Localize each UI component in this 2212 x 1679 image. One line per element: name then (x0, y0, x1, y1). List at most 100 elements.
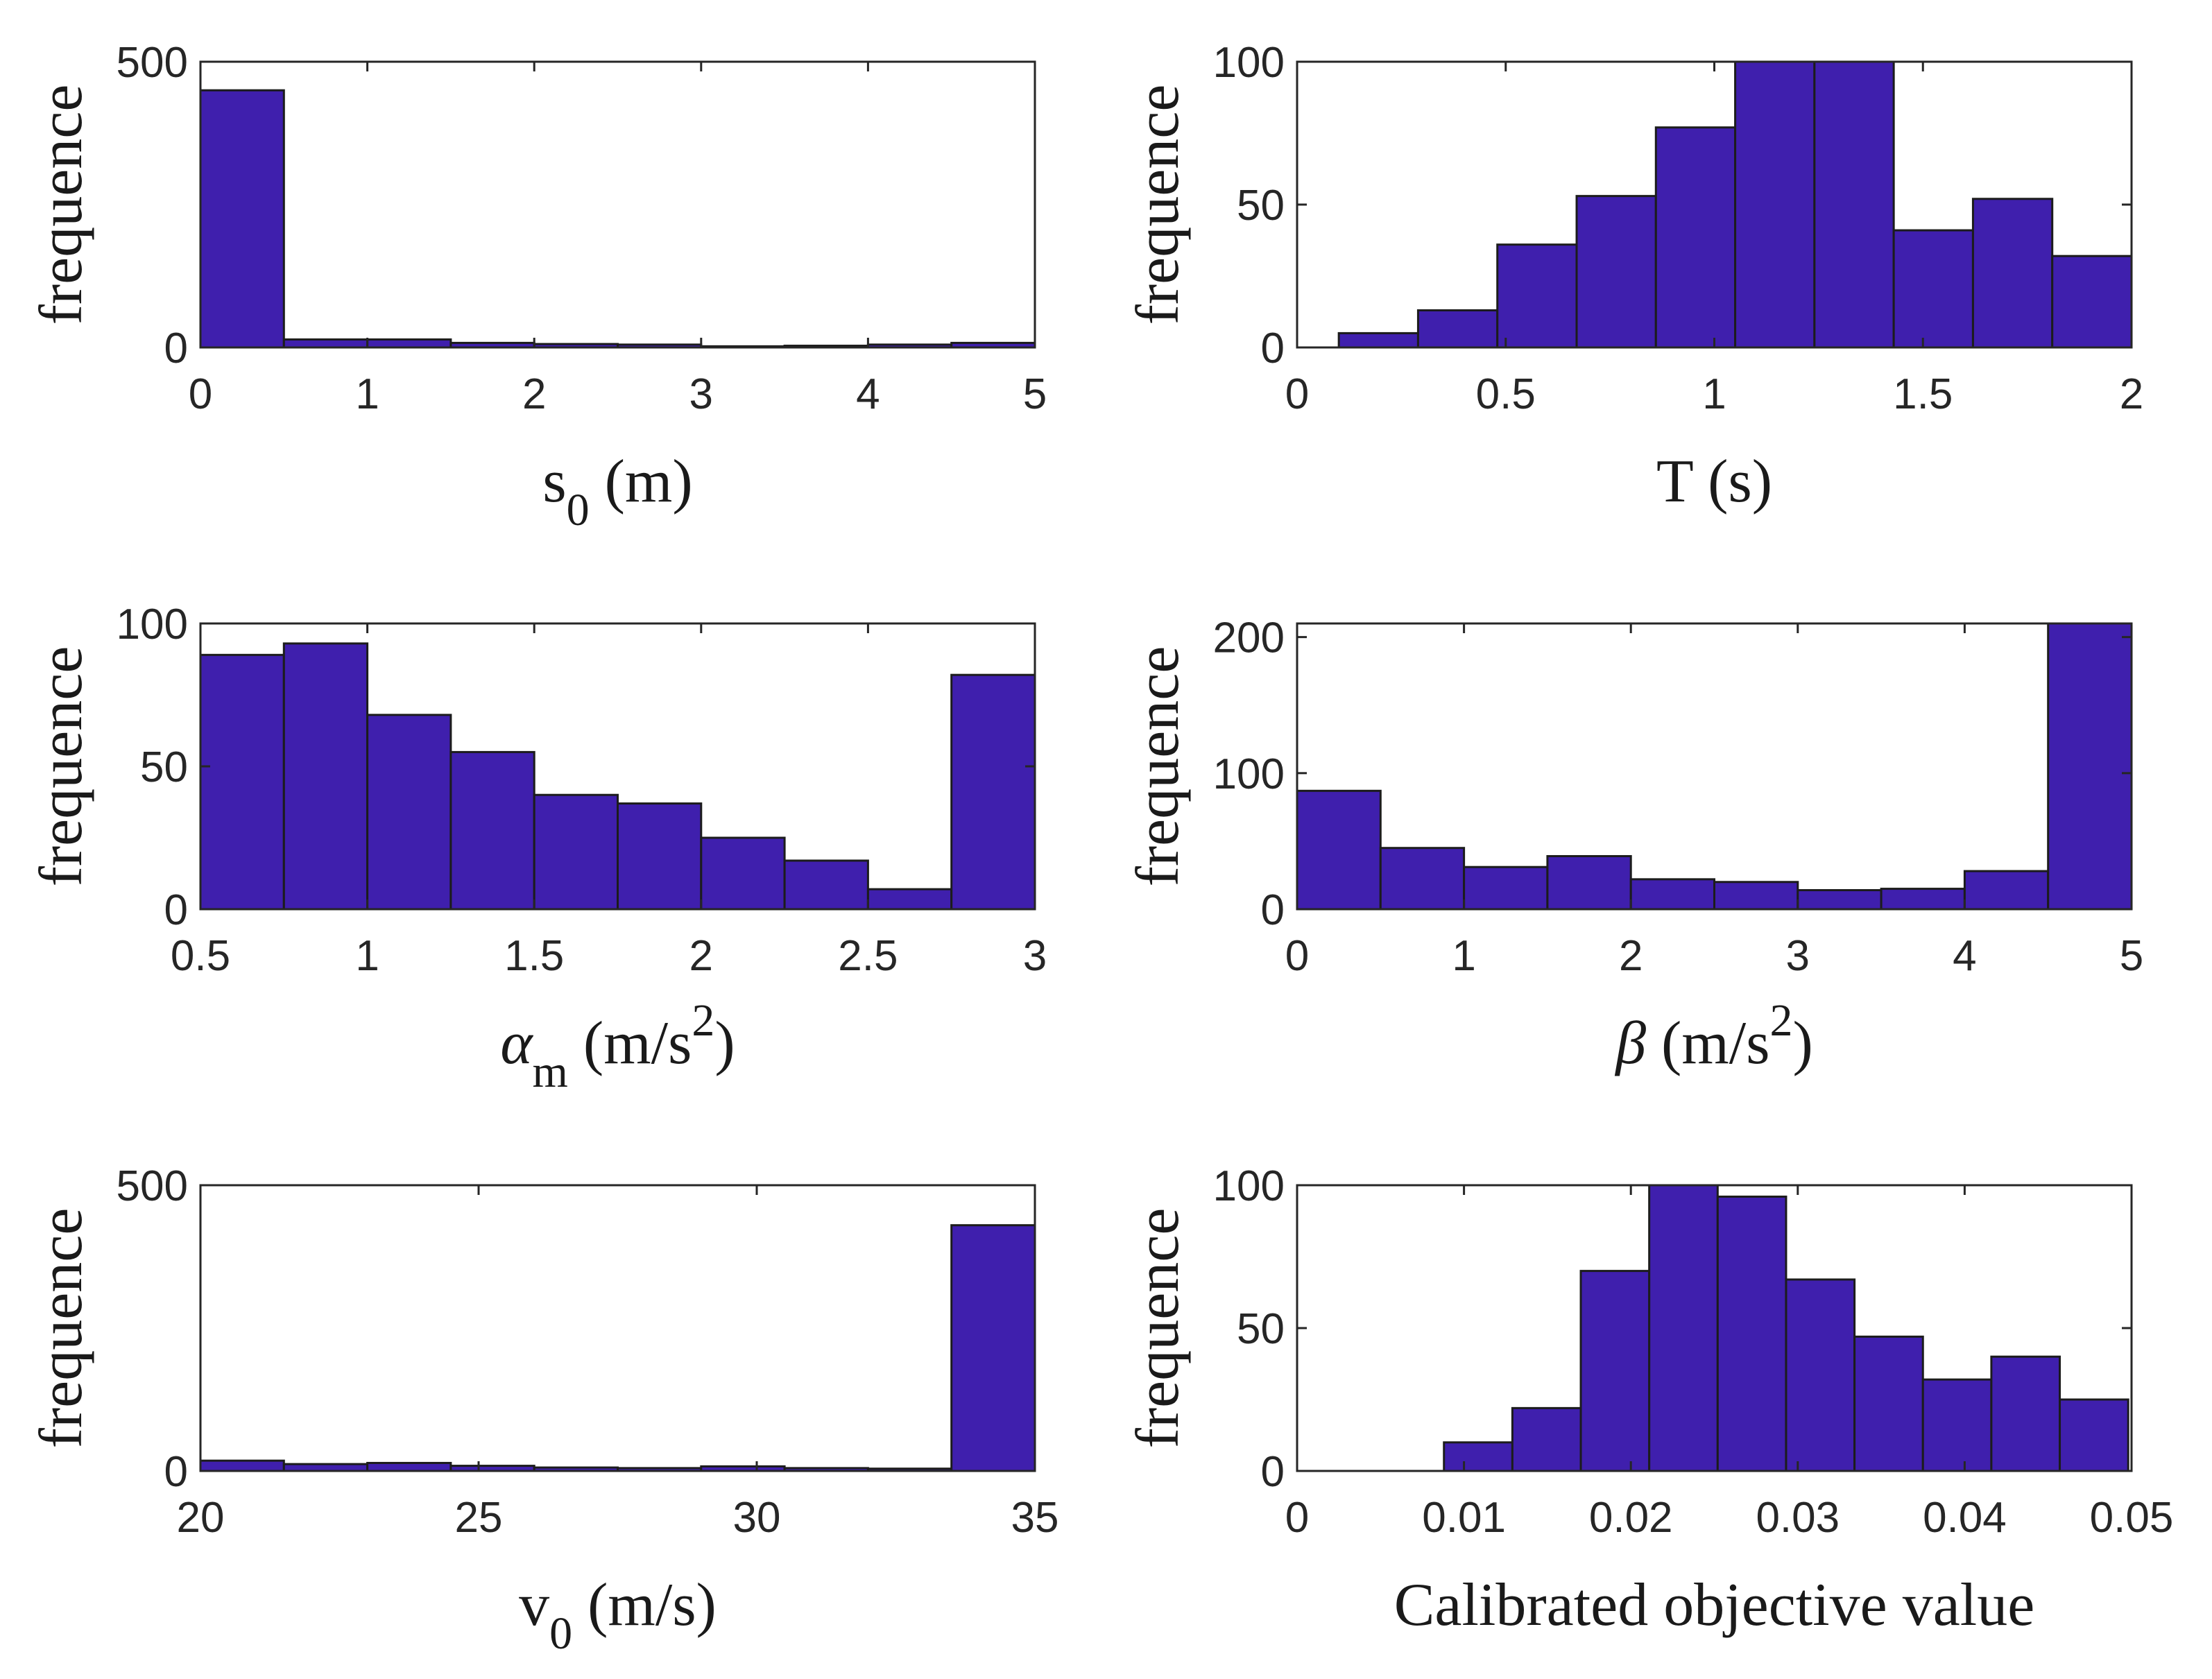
xtick-label-T-1: 0.5 (1476, 370, 1536, 418)
xlabel-T: T (s) (1656, 448, 1772, 515)
bar-T-8 (1971, 198, 2054, 349)
xtick-label-s0-5: 5 (1023, 370, 1047, 418)
bar-objective-2 (1579, 1270, 1651, 1472)
panel-alpha_m: 0.5 1 1.5 2 2.5 3 0 50 100 frequence αm​ (m/s2​) (28, 601, 1047, 1097)
xtick-label-objective-0: 0 (1285, 1494, 1309, 1542)
ytick-label-objective-1: 50 (1237, 1305, 1285, 1353)
panel-beta: 0 1 2 3 4 5 0 100 200 frequence β (m/s2​) (1124, 614, 2143, 1077)
bar-objective-9 (2059, 1398, 2129, 1472)
xtick-label-T-4: 2 (2120, 370, 2143, 418)
ytick-label-s0-1: 500 (117, 39, 188, 87)
ytick-label-alpha_m-2: 100 (117, 601, 188, 648)
bar-T-1 (1416, 309, 1499, 349)
ytick-label-beta-2: 200 (1213, 614, 1285, 662)
xtick-label-alpha_m-0: 0.5 (171, 932, 230, 980)
xtick-label-alpha_m-1: 1 (355, 932, 379, 980)
bar-T-3 (1575, 195, 1657, 349)
bar-alpha_m-6 (700, 836, 786, 911)
bar-objective-6 (1853, 1335, 1924, 1472)
xtick-label-objective-3: 0.03 (1756, 1494, 1840, 1542)
ylabel-alpha_m: frequence (28, 646, 95, 887)
bar-T-0 (1337, 332, 1419, 349)
ylabel-objective: frequence (1124, 1208, 1192, 1449)
ytick-label-objective-2: 100 (1213, 1162, 1285, 1210)
ytick-label-objective-0: 0 (1261, 1448, 1285, 1496)
xtick-label-beta-4: 4 (1953, 932, 1976, 980)
bar-alpha_m-8 (866, 888, 953, 911)
bar-T-4 (1654, 126, 1737, 349)
bar-s0-1 (282, 338, 369, 349)
xtick-label-s0-3: 3 (689, 370, 713, 418)
bar-objective-1 (1511, 1406, 1582, 1472)
xtick-label-beta-1: 1 (1452, 932, 1475, 980)
ytick-label-alpha_m-1: 50 (140, 743, 188, 791)
ytick-label-s0-0: 0 (164, 325, 188, 372)
xtick-label-T-3: 1.5 (1893, 370, 1953, 418)
ylabel-beta: frequence (1124, 646, 1192, 887)
xtick-label-v0-3: 35 (1011, 1494, 1059, 1542)
bar-objective-5 (1785, 1278, 1856, 1472)
bar-objective-3 (1648, 1184, 1719, 1472)
bar-alpha_m-4 (533, 793, 619, 911)
xtick-label-T-2: 1 (1702, 370, 1726, 418)
ytick-label-v0-0: 0 (164, 1448, 188, 1496)
bar-alpha_m-9 (950, 673, 1036, 911)
ytick-label-T-2: 100 (1213, 39, 1285, 87)
xtick-label-beta-5: 5 (2120, 932, 2143, 980)
bar-beta-3 (1546, 854, 1632, 911)
xtick-label-objective-4: 0.04 (1923, 1494, 2007, 1542)
panel-s0: 0 1 2 3 4 5 0 500 frequence s0​ (m) (28, 39, 1047, 535)
xtick-label-objective-5: 0.05 (2090, 1494, 2174, 1542)
bar-beta-4 (1629, 878, 1715, 911)
xtick-label-alpha_m-4: 2.5 (838, 932, 898, 980)
bar-beta-6 (1797, 889, 1883, 911)
axes-frame-s0 (199, 60, 1036, 349)
ylabel-s0: frequence (28, 85, 95, 325)
bar-alpha_m-1 (282, 642, 369, 911)
ytick-label-T-1: 50 (1237, 182, 1285, 230)
xtick-label-v0-0: 20 (177, 1494, 225, 1542)
bar-alpha_m-3 (449, 750, 535, 911)
bar-alpha_m-5 (617, 802, 703, 911)
xlabel-objective: Calibrated objective value (1394, 1572, 2035, 1639)
xtick-label-beta-2: 2 (1619, 932, 1643, 980)
bar-v0-9 (950, 1224, 1036, 1472)
panel-T: 0 0.5 1 1.5 2 0 50 100 frequence T (s) (1124, 39, 2143, 515)
bar-alpha_m-7 (783, 859, 869, 911)
bar-T-2 (1496, 243, 1578, 349)
bar-beta-9 (2047, 622, 2133, 911)
ytick-label-v0-1: 500 (117, 1162, 188, 1210)
xlabel-v0: v0​ (m/s) (519, 1572, 717, 1659)
bar-T-6 (1813, 60, 1895, 349)
xlabel-beta: β (m/s2​) (1614, 995, 1813, 1077)
ylabel-T: frequence (1124, 85, 1192, 325)
ytick-label-alpha_m-0: 0 (164, 886, 188, 934)
xtick-label-T-0: 0 (1285, 370, 1309, 418)
bar-T-9 (2051, 255, 2133, 349)
ytick-label-beta-0: 0 (1261, 886, 1285, 934)
xtick-label-beta-3: 3 (1786, 932, 1810, 980)
ylabel-v0: frequence (28, 1208, 95, 1449)
ytick-label-beta-1: 100 (1213, 750, 1285, 798)
xtick-label-alpha_m-2: 1.5 (504, 932, 564, 980)
panel-v0: 20 25 30 35 0 500 frequence v0​ (m/s) (28, 1162, 1058, 1659)
xtick-label-s0-4: 4 (856, 370, 880, 418)
xlabel-s0: s0​ (m) (542, 448, 692, 535)
xtick-label-v0-2: 30 (733, 1494, 781, 1542)
bar-alpha_m-0 (199, 653, 285, 911)
bar-beta-0 (1296, 789, 1382, 911)
xtick-label-s0-2: 2 (522, 370, 546, 418)
xtick-label-objective-2: 0.02 (1589, 1494, 1673, 1542)
bar-s0-2 (366, 338, 452, 349)
bar-beta-8 (1963, 870, 2050, 911)
bar-objective-7 (1921, 1378, 1993, 1472)
bar-alpha_m-2 (366, 714, 452, 911)
xtick-label-beta-0: 0 (1285, 932, 1309, 980)
bar-v0-2 (366, 1461, 452, 1472)
bar-T-5 (1734, 60, 1816, 349)
bar-objective-8 (1990, 1355, 2061, 1472)
bar-beta-2 (1463, 866, 1549, 911)
bar-beta-1 (1379, 847, 1466, 911)
xtick-label-s0-1: 1 (355, 370, 379, 418)
